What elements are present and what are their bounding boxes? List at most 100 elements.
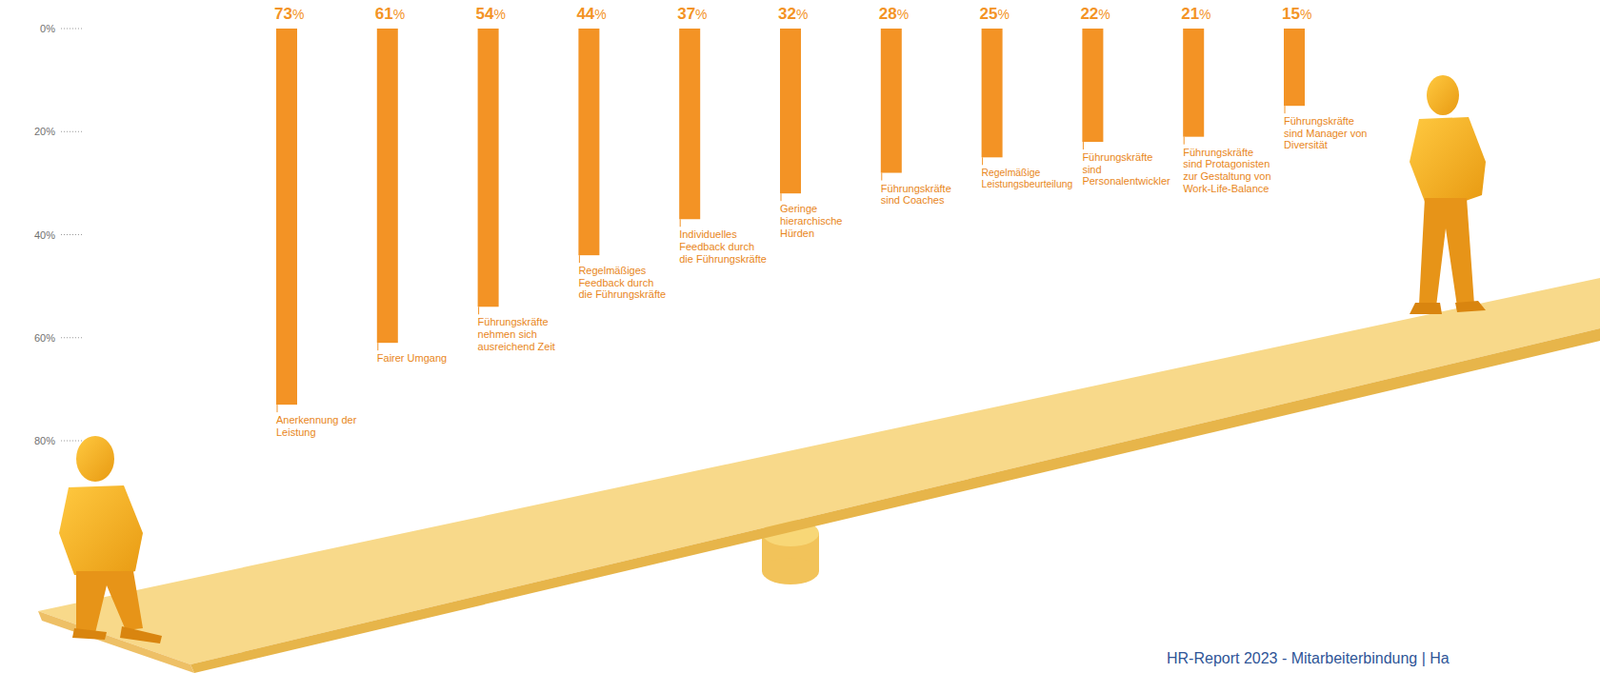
tick-label: 20% — [34, 125, 56, 138]
plank-edge — [38, 611, 195, 673]
category-label-line: Leistungsbeurteilung — [981, 179, 1074, 190]
figure-body — [1409, 117, 1486, 202]
category-label-line: sind — [1081, 163, 1101, 176]
category-label: GeringehierarchischeHürden — [780, 202, 842, 239]
data-label-number: 32 — [778, 4, 797, 23]
plank-edge — [190, 328, 1600, 673]
fulcrum — [761, 558, 820, 585]
label-connector — [1082, 141, 1084, 150]
category-label-line: Führungskräfte — [1283, 115, 1355, 127]
category-label: Anerkennung derLeistung — [276, 414, 358, 439]
category-label-line: hierarchische — [780, 215, 842, 227]
category-label-line: Individuelles — [679, 228, 738, 240]
category-label-line: Anerkennung der — [276, 414, 358, 426]
category-label: Führungskräftesind Manager vonDiversität — [1283, 115, 1367, 151]
category-label-line: die Führungskräfte — [679, 253, 767, 265]
label-connector — [780, 193, 782, 201]
category-labels: Anerkennung derLeistung Fairer Umgang Führ… — [276, 105, 1367, 439]
figure-legs — [1419, 198, 1475, 307]
label-connector — [880, 173, 882, 181]
bar — [578, 28, 600, 256]
category-label-line: Führungskräfte — [1081, 151, 1153, 163]
y-axis: 0%20%40%60%80% — [34, 22, 82, 447]
category-label-line: Leistung — [276, 426, 317, 439]
figure-head — [76, 436, 115, 482]
bar — [478, 28, 500, 307]
data-label-number: 28 — [879, 4, 898, 23]
bar — [780, 28, 801, 194]
data-label-unit: % — [393, 6, 405, 22]
tick-mark — [60, 440, 82, 442]
bar — [1283, 28, 1305, 106]
bar — [679, 28, 700, 220]
bar — [981, 28, 1003, 158]
label-connector — [1284, 105, 1286, 114]
data-label-unit: % — [998, 6, 1010, 22]
bars — [276, 28, 1305, 405]
figure-body — [59, 485, 143, 578]
category-label: RegelmäßigeLeistungsbeurteilung — [981, 167, 1074, 190]
figure-foot — [120, 626, 162, 644]
label-connector — [1183, 137, 1185, 145]
data-label-number: 15 — [1281, 4, 1300, 23]
category-label-line: Hürden — [780, 227, 815, 240]
seesaw-illustration — [38, 75, 1600, 673]
data-labels: 73%61%54%44%37%32%28%25%22%21%15% — [274, 4, 1312, 23]
category-label-line: sind Manager von — [1283, 127, 1367, 140]
data-label-number: 21 — [1180, 4, 1200, 23]
data-label-unit: % — [1300, 6, 1312, 22]
category-label-line: Diversität — [1283, 139, 1328, 151]
category-label: RegelmäßigesFeedback durchdie Führungskr… — [578, 264, 666, 300]
data-label-unit: % — [1199, 6, 1211, 22]
figure-foot — [1455, 300, 1486, 313]
category-label-line: Geringe — [780, 202, 818, 215]
category-label: Fairer Umgang — [377, 352, 447, 364]
label-connector — [981, 157, 983, 165]
data-label-unit: % — [897, 6, 909, 22]
tick-label: 0% — [40, 22, 56, 35]
data-label: 28% — [879, 4, 909, 23]
figure-head — [1426, 75, 1460, 116]
data-label-unit: % — [292, 6, 304, 22]
data-label-number: 25 — [980, 4, 999, 23]
category-label: FührungskräftesindPersonalentwickler — [1081, 151, 1171, 187]
data-label-number: 54 — [476, 4, 495, 23]
category-label-line: Regelmäßiges — [578, 264, 646, 277]
category-label-line: Feedback durch — [679, 240, 755, 253]
category-label-line: die Führungskräfte — [578, 288, 666, 300]
category-label-line: sind Protagonisten — [1182, 158, 1270, 170]
data-label: 22% — [1080, 4, 1110, 23]
category-label: IndividuellesFeedback durchdie Führungsk… — [679, 228, 767, 264]
bar — [880, 28, 902, 174]
data-label-unit: % — [796, 6, 808, 22]
tick-label: 80% — [34, 435, 56, 447]
tick-mark — [60, 131, 82, 133]
bar — [377, 28, 399, 343]
data-label-number: 44 — [576, 4, 595, 23]
category-label-line: Führungskräfte — [1182, 146, 1254, 159]
data-label: 54% — [476, 4, 506, 23]
category-label-line: Führungskräfte — [478, 316, 549, 328]
label-connector — [478, 306, 480, 315]
category-label-line: Feedback durch — [578, 277, 654, 289]
category-label-line: Work-Life-Balance — [1182, 182, 1269, 195]
category-label-line: ausreichend Zeit — [478, 340, 556, 353]
category-label: Führungskräftesind Protagonistenzur Gest… — [1182, 146, 1271, 195]
data-label-unit: % — [494, 6, 506, 22]
data-label-number: 73 — [274, 4, 293, 23]
category-label-line: zur Gestaltung von — [1182, 170, 1271, 182]
data-label-unit: % — [1098, 6, 1110, 22]
category-label: Führungskräftesind Coaches — [880, 182, 952, 207]
figure-foot — [72, 628, 107, 640]
figure-foot — [1409, 302, 1442, 315]
label-connector — [579, 255, 580, 263]
category-label-line: nehmen sich — [478, 328, 538, 340]
data-label: 25% — [980, 4, 1010, 23]
data-label: 37% — [677, 4, 707, 23]
data-label-unit: % — [594, 6, 606, 22]
bar — [1182, 28, 1204, 138]
data-label: 21% — [1180, 4, 1211, 23]
tick-label: 40% — [34, 229, 56, 241]
data-label-unit: % — [695, 6, 707, 22]
category-label-line: Führungskräfte — [880, 182, 952, 195]
